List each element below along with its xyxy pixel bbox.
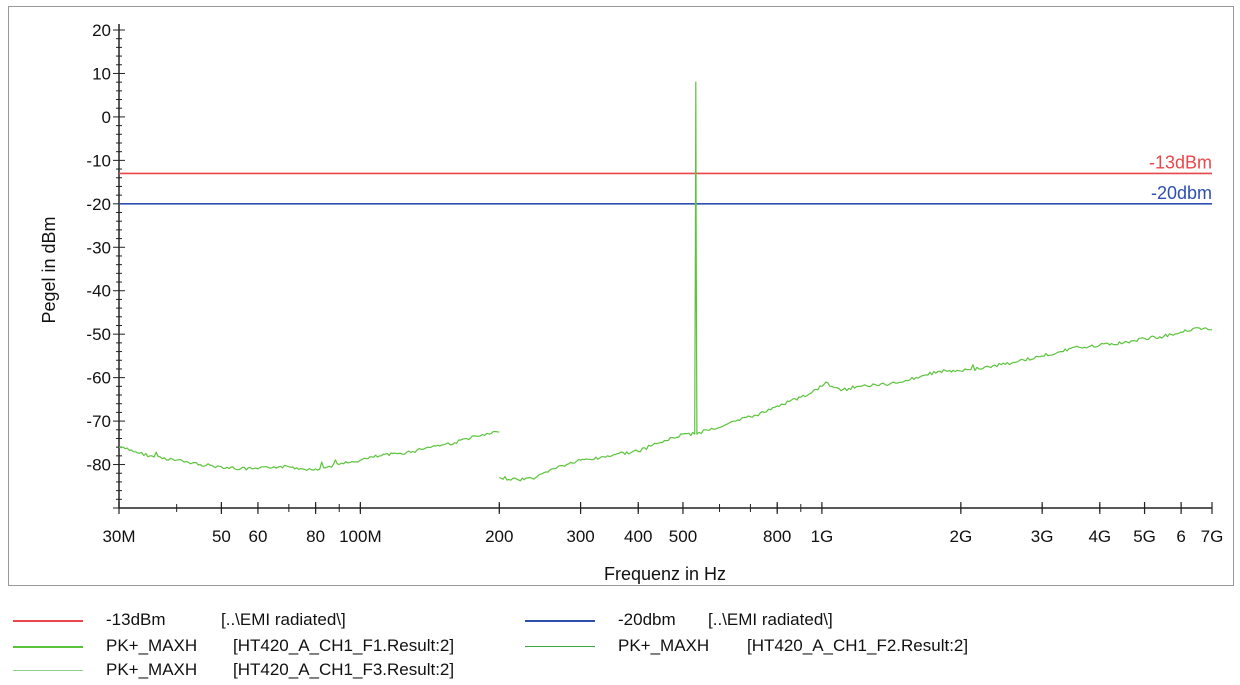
x-tick-label: 30M	[102, 527, 135, 546]
x-tick-label: 3G	[1031, 527, 1054, 546]
y-tick-label: 0	[102, 108, 111, 127]
y-axis: 20 10 0 -10 -20 -30 -40 -50 -60 -70 -80	[86, 21, 125, 509]
legend-source: [..\EMI radiated\]	[708, 610, 833, 629]
legend-source: [HT420_A_CH1_F1.Result:2]	[233, 636, 455, 655]
legend-source: [HT420_A_CH1_F3.Result:2]	[233, 660, 455, 679]
y-tick-label: -50	[86, 325, 111, 344]
y-tick-label: -30	[86, 238, 111, 257]
x-tick-label: 2G	[950, 527, 973, 546]
y-tick-label: -40	[86, 282, 111, 301]
emi-chart: 20 10 0 -10 -20 -30 -40 -50 -60 -70 -80 30M 50 60 80 1…	[39, 21, 1223, 584]
y-tick-label: -70	[86, 412, 111, 431]
limit-line-label: -13dBm	[1149, 152, 1212, 172]
y-tick-label: -60	[86, 369, 111, 388]
y-tick-label: -80	[86, 456, 111, 475]
legend-swatch	[525, 646, 595, 647]
legend-trace-name: -20dbm	[618, 610, 676, 629]
x-tick-label: 6	[1176, 527, 1185, 546]
legend-trace-name: PK+_MAXH	[106, 636, 198, 655]
x-tick-label: 500	[669, 527, 697, 546]
x-tick-label: 100M	[339, 527, 382, 546]
x-tick-label: 5G	[1133, 527, 1156, 546]
x-tick-label: 7G	[1201, 527, 1224, 546]
x-tick-label: 200	[485, 527, 513, 546]
legend: -13dBm [..\EMI radiated\] -20dbm [..\EMI…	[0, 610, 1240, 685]
x-tick-label: 1G	[811, 527, 834, 546]
x-tick-label: 800	[763, 527, 791, 546]
trace-line	[118, 430, 500, 471]
y-tick-label: 20	[92, 21, 111, 40]
y-tick-label: -10	[86, 151, 111, 170]
trace-line	[499, 81, 1212, 482]
x-axis: 30M 50 60 80 100M 200 300 400 500 800 1G 2G 3G 4G 5G 6 7…	[102, 502, 1223, 546]
x-tick-label: 60	[248, 527, 267, 546]
legend-trace-name: -13dBm	[106, 610, 166, 629]
legend-swatch	[13, 670, 83, 671]
y-tick-label: -20	[86, 195, 111, 214]
x-tick-label: 300	[566, 527, 594, 546]
x-tick-label: 80	[306, 527, 325, 546]
legend-trace-name: PK+_MAXH	[106, 660, 198, 679]
legend-source: [HT420_A_CH1_F2.Result:2]	[747, 636, 969, 655]
chart-frame	[8, 6, 1234, 586]
x-axis-label: Frequenz in Hz	[604, 564, 726, 584]
x-tick-label: 50	[212, 527, 231, 546]
legend-trace-name: PK+_MAXH	[618, 636, 710, 655]
legend-source: [..\EMI radiated\]	[221, 610, 346, 629]
limit-line-label: -20dbm	[1151, 183, 1212, 203]
x-tick-label: 4G	[1088, 527, 1111, 546]
traces	[118, 81, 1212, 482]
legend-swatch	[13, 646, 83, 648]
legend-swatch	[13, 620, 83, 622]
y-tick-label: 10	[92, 64, 111, 83]
legend-swatch	[525, 620, 595, 622]
y-axis-label: Pegel in dBm	[39, 216, 59, 323]
limit-lines: -13dBm -20dbm	[119, 152, 1212, 205]
x-tick-label: 400	[624, 527, 652, 546]
